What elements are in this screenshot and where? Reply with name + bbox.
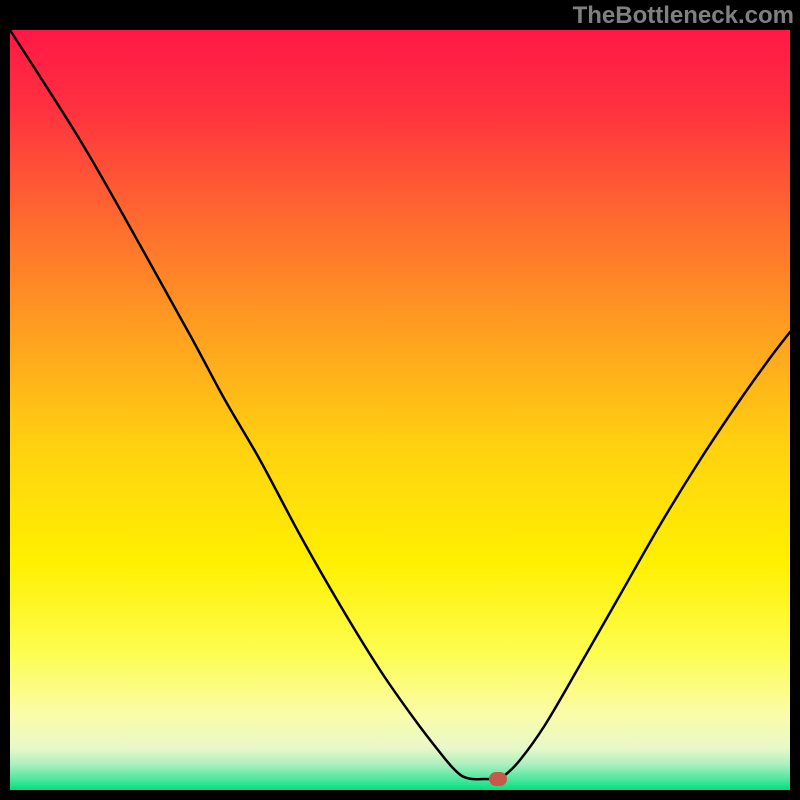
plot-background [10, 30, 790, 790]
border-bottom [0, 790, 800, 800]
chart-svg [0, 0, 800, 800]
border-right [790, 0, 800, 800]
watermark-text: TheBottleneck.com [573, 2, 794, 30]
border-left [0, 0, 10, 800]
bottleneck-chart: TheBottleneck.com [0, 0, 800, 800]
optimal-marker [489, 772, 507, 786]
